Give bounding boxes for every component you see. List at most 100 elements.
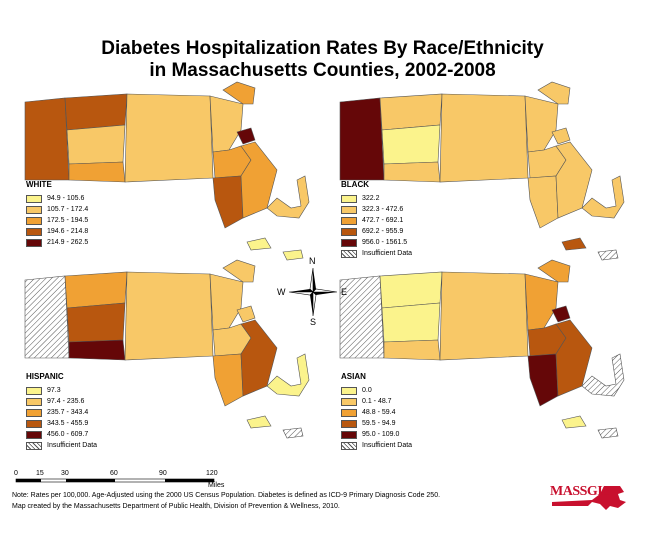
legend-label: 456.0 - 609.7: [47, 431, 89, 438]
county-berkshire: [24, 97, 70, 181]
county-middlesex: [209, 273, 244, 331]
logo-text: MASSGIS: [550, 484, 610, 499]
map-white: [24, 81, 310, 261]
legend-label: 97.4 - 235.6: [47, 398, 85, 405]
legend-row: 214.9 - 262.5: [26, 237, 88, 248]
map-title-line-1: Diabetes Hospitalization Rates By Race/E…: [101, 38, 544, 59]
legend-swatch: [26, 238, 42, 247]
scale-tick: 0: [14, 470, 18, 477]
county-essex: [537, 81, 571, 105]
note-line-1: Note: Rates per 100,000. Age-Adjusted us…: [12, 492, 441, 499]
county-worcester: [124, 93, 214, 183]
legend-swatch: [26, 216, 42, 225]
legend-label: 235.7 - 343.4: [47, 409, 89, 416]
legend-label: 956.0 - 1561.5: [362, 239, 408, 246]
county-worcester: [439, 93, 529, 183]
legend-swatch: [341, 238, 357, 247]
county-suffolk: [551, 305, 571, 323]
county-hampshire: [66, 302, 126, 343]
county-essex: [222, 259, 256, 283]
legend-row: 343.5 - 455.9: [26, 418, 97, 429]
legend-swatch: [341, 227, 357, 236]
legend-swatch-hatch: [341, 249, 357, 258]
county-nantucket: [597, 249, 619, 261]
legend-label: 59.5 - 94.9: [362, 420, 396, 427]
legend-swatch: [26, 227, 42, 236]
legend-label: 343.5 - 455.9: [47, 420, 89, 427]
legend-label: 172.5 - 194.5: [47, 217, 89, 224]
county-essex: [222, 81, 256, 105]
legend-row: 956.0 - 1561.5: [341, 237, 412, 248]
county-barnstable: [581, 175, 625, 219]
county-plymouth: [555, 319, 593, 397]
legend-row: 472.7 - 692.1: [341, 215, 412, 226]
compass-e: E: [341, 287, 348, 297]
legend-swatch: [341, 216, 357, 225]
county-suffolk: [236, 127, 256, 145]
county-nantucket: [282, 249, 304, 261]
legend-row: 0.0: [341, 385, 412, 396]
county-dukes: [561, 237, 587, 251]
county-bristol: [212, 175, 244, 229]
legend-label: 95.0 - 109.0: [362, 431, 400, 438]
legend-swatch: [341, 205, 357, 214]
county-hampden: [383, 161, 441, 183]
legend-swatch: [26, 386, 42, 395]
county-hampshire: [381, 124, 441, 165]
county-franklin: [379, 93, 443, 131]
county-berkshire: [24, 275, 70, 359]
scale-tick: 15: [36, 470, 44, 477]
legend-row: 48.8 - 59.4: [341, 407, 412, 418]
county-hampden: [383, 339, 441, 361]
legend-black: BLACK 322.2 322.3 - 472.6 472.7 - 692.1 692…: [341, 180, 412, 259]
county-plymouth: [555, 141, 593, 219]
county-nantucket: [282, 427, 304, 439]
legend-swatch: [341, 194, 357, 203]
county-bristol: [212, 353, 244, 407]
map-hispanic: [24, 259, 310, 439]
legend-swatch: [26, 194, 42, 203]
county-plymouth: [240, 319, 278, 397]
legend-swatch: [341, 386, 357, 395]
legend-row: 95.0 - 109.0: [341, 429, 412, 440]
county-bristol: [527, 353, 559, 407]
county-suffolk: [236, 305, 256, 323]
county-essex: [537, 259, 571, 283]
county-hampshire: [66, 124, 126, 165]
legend-swatch: [26, 205, 42, 214]
massgis-logo: MASSGIS: [548, 480, 628, 514]
legend-asian: ASIAN 0.0 0.1 - 48.7 48.8 - 59.4 59.5 - 94.…: [341, 372, 412, 451]
legend-label: 0.1 - 48.7: [362, 398, 392, 405]
legend-label: 322.2: [362, 195, 380, 202]
legend-swatch: [26, 397, 42, 406]
legend-swatch-hatch: [341, 441, 357, 450]
legend-row-insufficient: Insufficient Data: [341, 248, 412, 259]
scale-unit: Miles: [208, 482, 225, 489]
legend-swatch: [341, 430, 357, 439]
county-franklin: [379, 271, 443, 309]
legend-row: 322.2: [341, 193, 412, 204]
county-hampshire: [381, 302, 441, 343]
compass-s: S: [310, 317, 317, 327]
legend-title: ASIAN: [341, 372, 366, 381]
legend-row: 456.0 - 609.7: [26, 429, 97, 440]
county-bristol: [527, 175, 559, 229]
county-berkshire: [339, 97, 385, 181]
county-nantucket: [597, 427, 619, 439]
legend-row: 692.2 - 955.9: [341, 226, 412, 237]
county-plymouth: [240, 141, 278, 219]
legend-title: WHITE: [26, 180, 52, 189]
map-black: [339, 81, 625, 261]
legend-swatch-hatch: [26, 441, 42, 450]
county-dukes: [246, 237, 272, 251]
legend-swatch: [341, 419, 357, 428]
legend-row-insufficient: Insufficient Data: [26, 440, 97, 451]
legend-row: 97.4 - 235.6: [26, 396, 97, 407]
county-barnstable: [266, 175, 310, 219]
legend-swatch: [26, 419, 42, 428]
compass-w: W: [277, 287, 286, 297]
map-title-line-2: in Massachusetts Counties, 2002-2008: [149, 60, 496, 81]
compass-rose-icon: [288, 267, 338, 317]
legend-row: 97.3: [26, 385, 97, 396]
map-asian: [339, 259, 625, 439]
